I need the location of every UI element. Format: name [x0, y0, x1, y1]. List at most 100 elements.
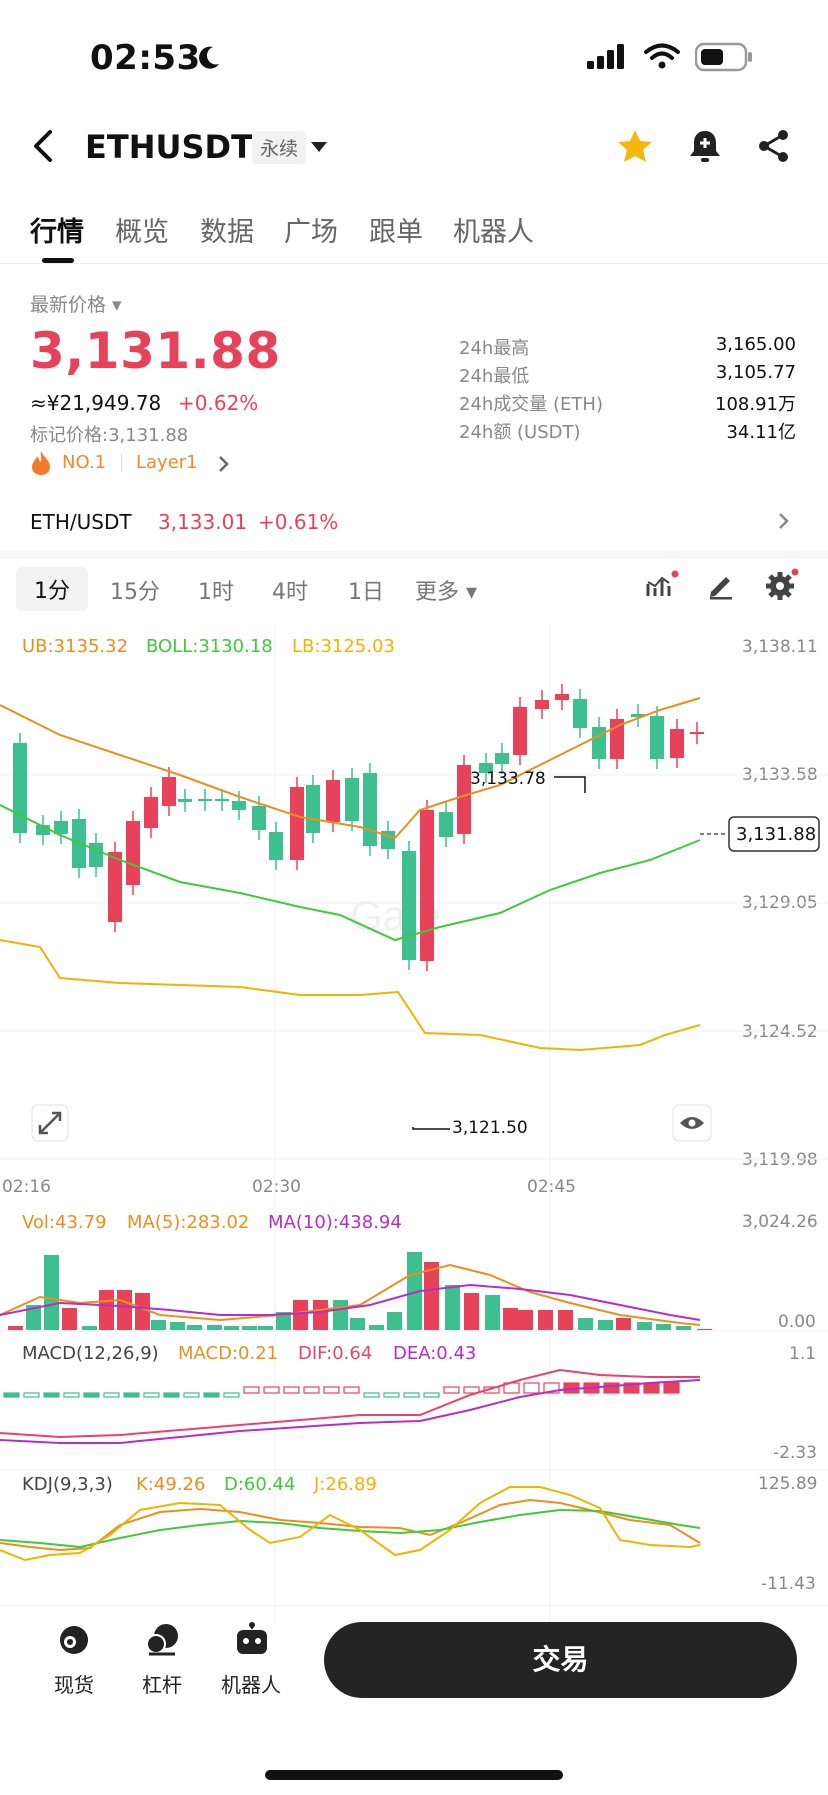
volume-bar [578, 1318, 593, 1330]
macd-bar [63, 1392, 80, 1398]
nav-bots[interactable]: 机器人 [218, 1622, 284, 1698]
macd-dif-line [0, 1368, 700, 1439]
contract-badge: 永续 [252, 131, 307, 164]
pair-title[interactable]: ETHUSDT [85, 128, 253, 166]
macd-bar [663, 1382, 680, 1394]
boll-upper-line [0, 697, 701, 840]
nav-margin[interactable]: 杠杆 [132, 1622, 192, 1698]
back-icon[interactable] [30, 128, 54, 164]
robot-icon [237, 1622, 267, 1654]
spot-pair[interactable]: ETH/USDT [30, 510, 132, 534]
macd-bar [243, 1386, 260, 1394]
interval-1m[interactable]: 1分 [16, 567, 88, 611]
tab-overview[interactable]: 概览 [115, 217, 169, 248]
tab-bots[interactable]: 机器人 [453, 217, 534, 248]
sector-tag[interactable]: Layer1 [136, 452, 198, 473]
margin-icon [146, 1624, 178, 1656]
interval-more[interactable]: 更多 ▾ [415, 580, 478, 605]
vol-axis-bottom: 0.00 [778, 1312, 816, 1332]
price-change: +0.62% [178, 391, 259, 415]
settings-gear-icon[interactable] [764, 568, 800, 602]
macd-bar [223, 1392, 240, 1398]
volume-bar [242, 1326, 257, 1330]
vol-axis-top: 3,024.26 [742, 1212, 818, 1232]
boll-mid-label: BOLL:3130.18 [146, 636, 273, 657]
time-axis-1: 02:16 [2, 1177, 51, 1197]
spot-chevron-icon[interactable] [778, 512, 790, 530]
macd-bar [183, 1392, 200, 1398]
interval-1d[interactable]: 1日 [348, 580, 384, 605]
candle-body [420, 810, 434, 961]
favorite-star-icon[interactable] [616, 128, 654, 164]
indicator-icon[interactable] [645, 570, 679, 602]
fire-icon [32, 451, 50, 475]
high-marker: 3,133.78 [470, 769, 546, 789]
vol-ma10-label: MA(10):438.94 [268, 1212, 402, 1233]
price-cny: ≈¥21,949.78 [30, 391, 162, 415]
volume-bar [538, 1310, 553, 1330]
macd-bar [3, 1392, 20, 1398]
stat-low-value: 3,105.77 [715, 362, 796, 383]
macd-bar [83, 1392, 100, 1398]
macd-bar [203, 1392, 220, 1398]
latest-price-label[interactable]: 最新价格 ▾ [30, 294, 122, 316]
macd-dif-label: DIF:0.64 [298, 1343, 373, 1364]
kline-chart[interactable]: Gate [0, 625, 828, 1625]
candle-body [178, 799, 192, 802]
chevron-right-icon[interactable] [218, 455, 230, 473]
stat-turnover-label: 24h额 (USDT) [459, 422, 581, 443]
rank-tag[interactable]: NO.1 [62, 452, 107, 473]
volume-bar [656, 1324, 671, 1330]
interval-15m[interactable]: 15分 [110, 580, 160, 605]
stat-high-value: 3,165.00 [715, 334, 796, 355]
macd-bar [103, 1392, 120, 1398]
interval-4h[interactable]: 4时 [272, 580, 308, 605]
nav-spot[interactable]: 现货 [44, 1622, 104, 1698]
macd-bars [3, 1382, 680, 1398]
volume-bar [697, 1329, 712, 1330]
macd-axis-top: 1.1 [789, 1344, 817, 1364]
tab-copy-trading[interactable]: 跟单 [369, 217, 423, 248]
interval-1h[interactable]: 1时 [198, 580, 234, 605]
draw-tool-icon[interactable] [706, 570, 736, 600]
section-gap [0, 551, 828, 559]
candle-body [269, 832, 283, 860]
battery-icon [695, 42, 752, 72]
vol-ma5-label: MA(5):283.02 [127, 1212, 250, 1233]
trade-button[interactable]: 交易 [324, 1622, 797, 1698]
stat-volume-label: 24h成交量 (ETH) [459, 394, 603, 415]
stat-volume-value: 108.91万 [715, 394, 796, 415]
volume-bar [369, 1325, 384, 1330]
volume-bar [207, 1325, 222, 1330]
eye-icon[interactable] [672, 1104, 712, 1142]
volume-bar [464, 1293, 479, 1330]
macd-bar [43, 1392, 60, 1398]
volume-bar [99, 1290, 114, 1330]
boll-mid-line [0, 804, 701, 942]
vol-ma10-line [0, 1283, 701, 1321]
candle-body [573, 699, 587, 728]
stat-high-label: 24h最高 [459, 338, 530, 359]
candle-body [215, 799, 229, 801]
candle-body [326, 780, 340, 822]
macd-axis-bottom: -2.33 [773, 1443, 817, 1463]
volume-bar [135, 1293, 150, 1330]
share-icon[interactable] [756, 128, 792, 164]
macd-bar [283, 1386, 300, 1394]
tab-square[interactable]: 广场 [284, 217, 338, 248]
candle-body [592, 727, 606, 759]
home-indicator [265, 1770, 563, 1780]
macd-dea-line [0, 1379, 701, 1444]
macd-bar [123, 1392, 140, 1398]
volume-bar [407, 1252, 422, 1330]
expand-icon[interactable] [31, 1104, 69, 1142]
volume-bar [44, 1255, 59, 1330]
dropdown-icon[interactable] [310, 140, 328, 154]
tab-market[interactable]: 行情 [30, 217, 84, 248]
alert-bell-icon[interactable] [688, 128, 722, 164]
volume-bar [637, 1322, 652, 1330]
tab-data[interactable]: 数据 [200, 217, 254, 248]
candle-body [232, 801, 246, 810]
candle-body [144, 797, 158, 828]
candle-body [555, 694, 569, 700]
